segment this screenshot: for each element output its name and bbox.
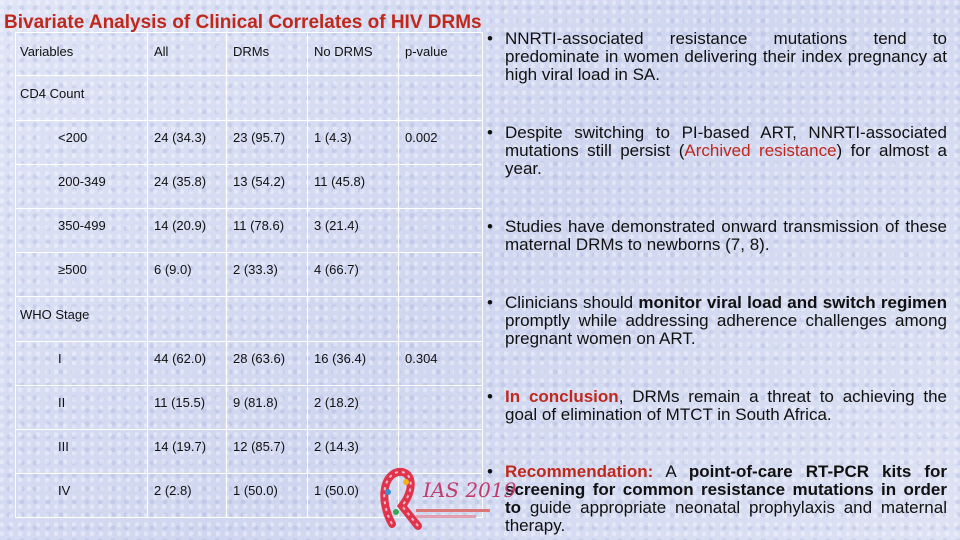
cell-all: 14 (19.7): [147, 429, 227, 474]
header-variables: Variables: [15, 32, 148, 76]
logo-divider: [416, 509, 490, 512]
bullet-studies: • Studies have demonstrated onward transm…: [487, 217, 947, 254]
cell-variable: II: [15, 385, 148, 430]
slide-title: Bivariate Analysis of Clinical Correlate…: [4, 12, 482, 33]
logo-text: IAS 2019: [423, 478, 517, 502]
ribbon-icon: [380, 467, 422, 530]
table-row: <200 24 (34.3) 23 (95.7) 1 (4.3) 0.002: [15, 120, 483, 165]
cell-variable: ≥500: [15, 252, 148, 297]
bullet-despite-switching: • Despite switching to PI-based ART, NNRT…: [487, 123, 947, 178]
cell-variable: <200: [15, 120, 148, 165]
cell-drms: 1 (50.0): [226, 473, 308, 518]
cell-p-value: [398, 164, 483, 209]
bullet-recommendation: • Recommendation: A point-of-care RT-PCR …: [487, 462, 947, 535]
header-drms: DRMs: [226, 32, 308, 76]
cell-p-value: 0.304: [398, 341, 483, 386]
cell-no-drms: 16 (36.4): [307, 341, 399, 386]
table-row: ≥500 6 (9.0) 2 (33.3) 4 (66.7): [15, 252, 483, 297]
cell-all: 11 (15.5): [147, 385, 227, 430]
cell-drms: 13 (54.2): [226, 164, 308, 209]
table-row: II 11 (15.5) 9 (81.8) 2 (18.2): [15, 385, 483, 430]
bullet-nnrti: • NNRTI-associated resistance mutations t…: [487, 29, 947, 84]
section-label-cd4: CD4 Count: [15, 75, 148, 121]
cell-p-value: [398, 252, 483, 297]
bivariate-table: Variables All DRMs No DRMS p-value CD4 C…: [15, 32, 483, 518]
cell-drms: 9 (81.8): [226, 385, 308, 430]
table-row: III 14 (19.7) 12 (85.7) 2 (14.3): [15, 429, 483, 474]
bullet-clinicians: • Clinicians should monitor viral load an…: [487, 293, 948, 348]
ias-2019-logo: IAS 2019: [372, 462, 516, 530]
cell-variable: I: [15, 341, 148, 386]
header-p-value: p-value: [398, 32, 483, 76]
bullet-conclusion: • In conclusion, DRMs remain a threat to …: [487, 387, 948, 424]
cell-drms: 28 (63.6): [226, 341, 308, 386]
section-label-who-stage: WHO Stage: [15, 296, 148, 342]
cell-all: 14 (20.9): [147, 208, 227, 253]
table-row: I 44 (62.0) 28 (63.6) 16 (36.4) 0.304: [15, 341, 483, 386]
header-all: All: [147, 32, 227, 76]
cell-all: 44 (62.0): [147, 341, 227, 386]
cell-no-drms: 4 (66.7): [307, 252, 399, 297]
table-row: 200-349 24 (35.8) 13 (54.2) 11 (45.8): [15, 164, 483, 209]
section-row-cd4: CD4 Count: [15, 75, 483, 121]
cell-all: 24 (34.3): [147, 120, 227, 165]
cell-variable: 200-349: [15, 164, 148, 209]
table-header-row: Variables All DRMs No DRMS p-value: [15, 32, 483, 76]
table-row: 350-499 14 (20.9) 11 (78.6) 3 (21.4): [15, 208, 483, 253]
cell-no-drms: 1 (4.3): [307, 120, 399, 165]
cell-no-drms: 3 (21.4): [307, 208, 399, 253]
cell-p-value: [398, 429, 483, 474]
cell-drms: 2 (33.3): [226, 252, 308, 297]
cell-p-value: [398, 208, 483, 253]
logo-divider: [416, 515, 476, 518]
cell-p-value: [398, 385, 483, 430]
section-row-who-stage: WHO Stage: [15, 296, 483, 342]
cell-drms: 23 (95.7): [226, 120, 308, 165]
table-row: IV 2 (2.8) 1 (50.0) 1 (50.0): [15, 473, 483, 518]
cell-p-value: 0.002: [398, 120, 483, 165]
cell-all: 2 (2.8): [147, 473, 227, 518]
header-no-drms: No DRMS: [307, 32, 399, 76]
cell-no-drms: 11 (45.8): [307, 164, 399, 209]
cell-variable: IV: [15, 473, 148, 518]
cell-drms: 11 (78.6): [226, 208, 308, 253]
cell-drms: 12 (85.7): [226, 429, 308, 474]
cell-no-drms: 2 (18.2): [307, 385, 399, 430]
cell-all: 24 (35.8): [147, 164, 227, 209]
cell-variable: 350-499: [15, 208, 148, 253]
cell-all: 6 (9.0): [147, 252, 227, 297]
cell-variable: III: [15, 429, 148, 474]
